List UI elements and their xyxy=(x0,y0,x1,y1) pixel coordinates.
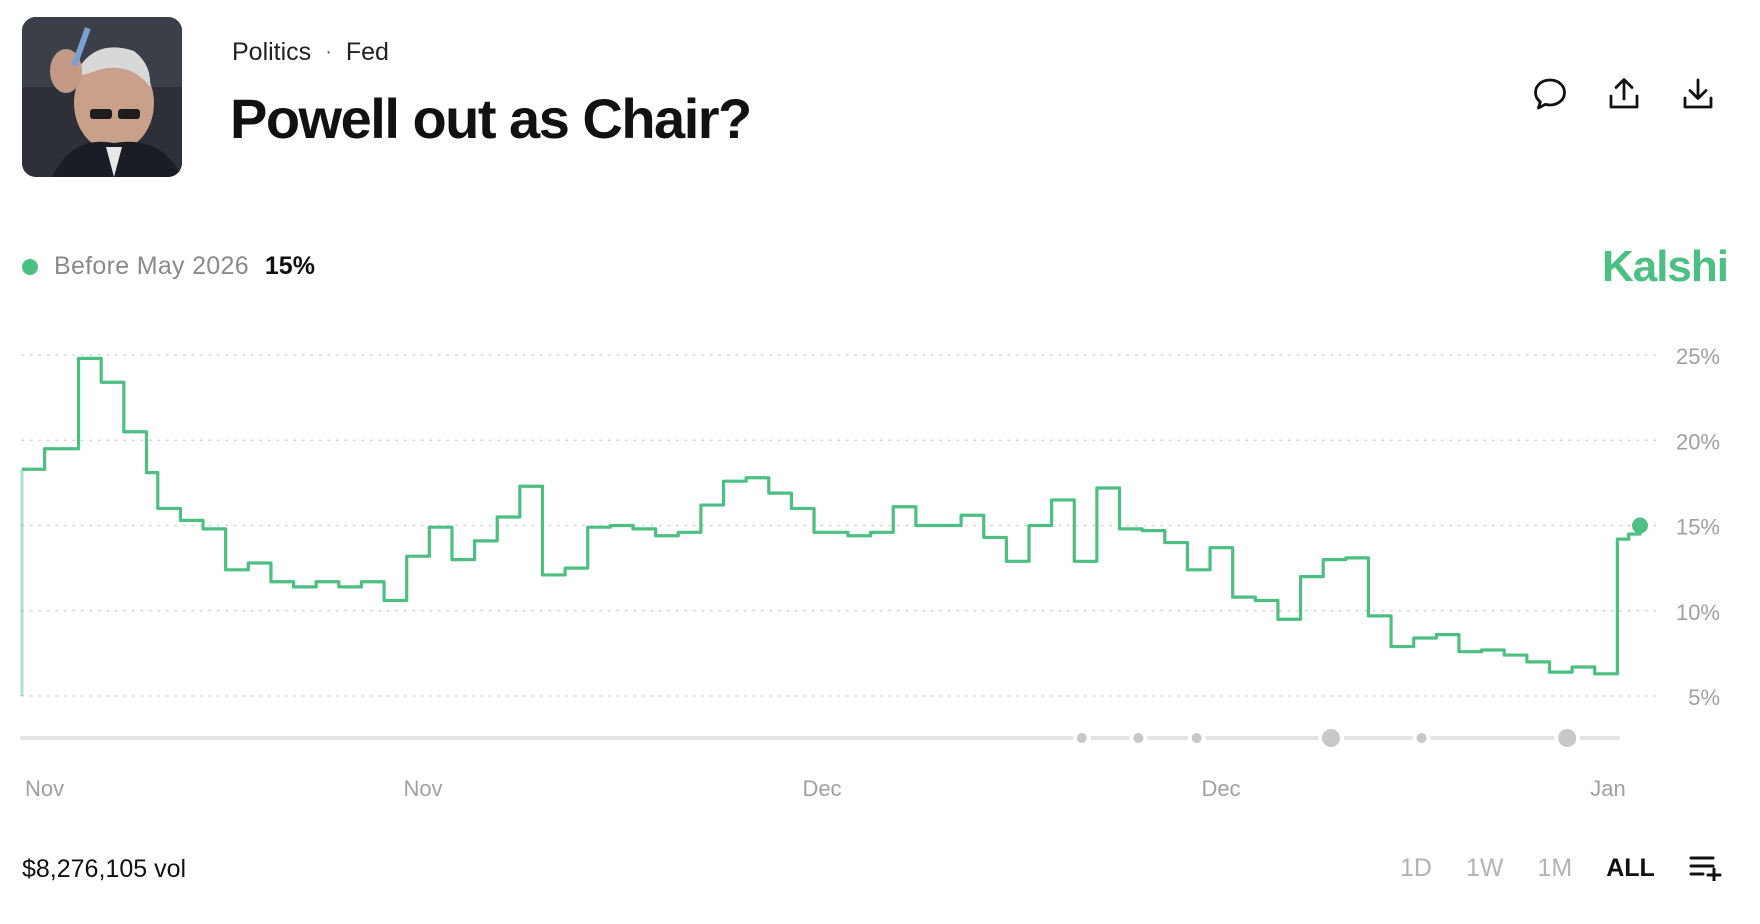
y-tick-label: 5% xyxy=(1688,685,1720,710)
breadcrumb-separator: · xyxy=(325,41,332,63)
portrait-photo xyxy=(22,17,182,177)
download-icon xyxy=(1683,78,1713,109)
market-image xyxy=(22,17,182,177)
timeline-marker xyxy=(1416,733,1427,743)
header-actions xyxy=(1530,74,1718,114)
list-add-icon[interactable] xyxy=(1689,853,1723,883)
chart-grid xyxy=(21,354,1661,697)
volume-text: $8,276,105 vol xyxy=(22,855,187,883)
range-1w[interactable]: 1W xyxy=(1465,853,1504,882)
y-tick-label: 10% xyxy=(1676,600,1720,625)
legend-swatch xyxy=(22,258,38,275)
page-title: Powell out as Chair? xyxy=(230,87,752,150)
series-line xyxy=(22,356,1642,676)
breadcrumb-subcategory[interactable]: Fed xyxy=(345,38,389,66)
chart-series xyxy=(20,356,1648,696)
y-axis-labels: 5% 10% 15% 20% 25% xyxy=(1676,344,1720,710)
event-timeline xyxy=(20,725,1620,751)
legend-value: 15% xyxy=(264,252,315,280)
x-axis-labels: Nov Nov Dec Dec Jan xyxy=(25,776,1626,801)
share-upload-icon xyxy=(1609,78,1639,109)
range-1d[interactable]: 1D xyxy=(1400,853,1432,882)
breadcrumb-category[interactable]: Politics xyxy=(232,38,312,66)
x-tick-label: Dec xyxy=(802,776,841,801)
legend-label: Before May 2026 xyxy=(54,252,249,280)
x-tick-label: Nov xyxy=(25,776,64,801)
share-button[interactable] xyxy=(1604,74,1644,114)
timeline-marker xyxy=(1076,733,1087,743)
range-1m[interactable]: 1M xyxy=(1537,853,1573,882)
speech-bubble-icon xyxy=(1534,78,1566,110)
comment-button[interactable] xyxy=(1530,74,1570,114)
download-button[interactable] xyxy=(1678,74,1718,114)
x-tick-label: Jan xyxy=(1590,776,1625,801)
chart-legend: Before May 2026 15% xyxy=(22,252,315,281)
y-tick-label: 25% xyxy=(1676,344,1720,369)
x-tick-label: Dec xyxy=(1201,776,1240,801)
breadcrumb: Politics · Fed xyxy=(232,38,389,67)
brand-logo: Kalshi xyxy=(1601,242,1729,291)
series-end-point xyxy=(1632,517,1648,534)
timeline-marker xyxy=(1133,733,1144,743)
range-all[interactable]: ALL xyxy=(1606,853,1655,882)
timeline-marker xyxy=(1321,729,1340,747)
timeline-marker xyxy=(1191,733,1202,743)
range-selector: 1D 1W 1M ALL xyxy=(1400,853,1723,883)
price-chart[interactable]: 5% 10% 15% 20% 25% Nov Nov Dec Dec Jan xyxy=(0,0,1760,820)
x-tick-label: Nov xyxy=(403,776,442,801)
y-tick-label: 15% xyxy=(1676,515,1720,540)
y-tick-label: 20% xyxy=(1676,429,1720,454)
timeline-marker xyxy=(1558,729,1577,747)
